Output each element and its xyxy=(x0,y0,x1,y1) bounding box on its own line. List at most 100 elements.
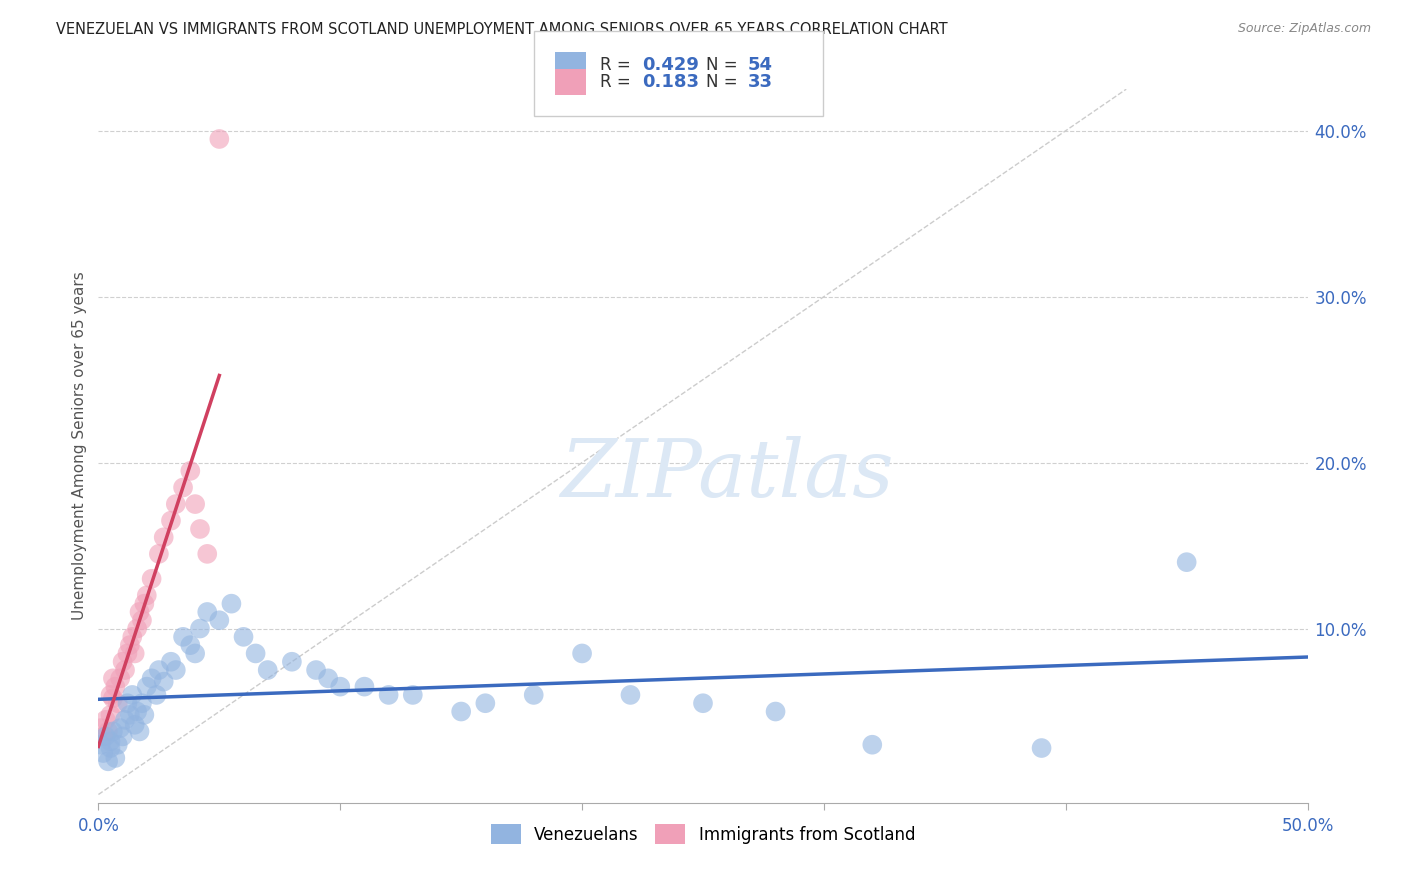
Point xyxy=(94,713,117,727)
Point xyxy=(281,655,304,669)
Text: 0.183: 0.183 xyxy=(643,73,700,91)
Text: Source: ZipAtlas.com: Source: ZipAtlas.com xyxy=(1237,22,1371,36)
Point xyxy=(188,622,211,636)
Point xyxy=(104,680,127,694)
Text: ZIPatlas: ZIPatlas xyxy=(561,436,894,513)
Text: VENEZUELAN VS IMMIGRANTS FROM SCOTLAND UNEMPLOYMENT AMONG SENIORS OVER 65 YEARS : VENEZUELAN VS IMMIGRANTS FROM SCOTLAND U… xyxy=(56,22,948,37)
Point xyxy=(117,696,139,710)
Point xyxy=(131,696,153,710)
Point xyxy=(692,696,714,710)
Point xyxy=(148,663,170,677)
Point xyxy=(165,497,187,511)
Point xyxy=(221,597,243,611)
Point xyxy=(134,707,156,722)
Point xyxy=(114,713,136,727)
Legend: Venezuelans, Immigrants from Scotland: Venezuelans, Immigrants from Scotland xyxy=(491,824,915,845)
Point xyxy=(100,741,122,756)
Point xyxy=(111,730,134,744)
Point xyxy=(141,671,163,685)
Point xyxy=(100,688,122,702)
Point xyxy=(118,638,141,652)
Point xyxy=(179,464,201,478)
Point xyxy=(90,738,112,752)
Point xyxy=(114,663,136,677)
Point xyxy=(179,638,201,652)
Point xyxy=(127,622,149,636)
Point xyxy=(160,655,183,669)
Point xyxy=(100,707,122,722)
Text: 54: 54 xyxy=(748,56,773,74)
Point xyxy=(195,547,218,561)
Point xyxy=(619,688,641,702)
Text: N =: N = xyxy=(706,73,742,91)
Point xyxy=(208,613,231,627)
Point xyxy=(184,497,207,511)
Point xyxy=(523,688,546,702)
Point xyxy=(571,647,593,661)
Point xyxy=(90,721,112,735)
Point xyxy=(208,132,231,146)
Point xyxy=(108,721,131,735)
Text: 33: 33 xyxy=(748,73,773,91)
Point xyxy=(450,705,472,719)
Point xyxy=(97,724,120,739)
Point xyxy=(148,547,170,561)
Point xyxy=(141,572,163,586)
Point xyxy=(316,671,339,685)
Point xyxy=(245,647,267,661)
Point xyxy=(91,730,114,744)
Point xyxy=(165,663,187,677)
Point xyxy=(860,738,883,752)
Point xyxy=(402,688,425,702)
Point xyxy=(172,481,194,495)
Point xyxy=(107,738,129,752)
Point xyxy=(101,671,124,685)
Y-axis label: Unemployment Among Seniors over 65 years: Unemployment Among Seniors over 65 years xyxy=(72,272,87,620)
Point xyxy=(108,671,131,685)
Point xyxy=(765,705,787,719)
Point xyxy=(128,724,150,739)
Point xyxy=(184,647,207,661)
Point xyxy=(188,522,211,536)
Point xyxy=(160,514,183,528)
Point xyxy=(94,730,117,744)
Text: R =: R = xyxy=(600,56,637,74)
Point xyxy=(1031,741,1053,756)
Point xyxy=(305,663,328,677)
Point xyxy=(124,718,146,732)
Text: N =: N = xyxy=(706,56,742,74)
Point xyxy=(172,630,194,644)
Point xyxy=(329,680,352,694)
Point xyxy=(256,663,278,677)
Point xyxy=(118,707,141,722)
Point xyxy=(107,696,129,710)
Point xyxy=(127,705,149,719)
Point xyxy=(100,734,122,748)
Point xyxy=(474,696,496,710)
Point xyxy=(121,688,143,702)
Point xyxy=(353,680,375,694)
Point xyxy=(152,674,174,689)
Point xyxy=(101,724,124,739)
Point xyxy=(128,605,150,619)
Point xyxy=(117,647,139,661)
Point xyxy=(121,630,143,644)
Text: R =: R = xyxy=(600,73,641,91)
Point xyxy=(97,754,120,768)
Point xyxy=(145,688,167,702)
Point xyxy=(195,605,218,619)
Point xyxy=(101,691,124,706)
Point xyxy=(131,613,153,627)
Point xyxy=(104,751,127,765)
Text: 0.429: 0.429 xyxy=(643,56,699,74)
Point xyxy=(91,746,114,760)
Point xyxy=(134,597,156,611)
Point xyxy=(135,680,157,694)
Point xyxy=(1175,555,1198,569)
Point xyxy=(111,655,134,669)
Point xyxy=(377,688,399,702)
Point xyxy=(124,647,146,661)
Point xyxy=(135,588,157,602)
Point xyxy=(152,530,174,544)
Point xyxy=(232,630,254,644)
